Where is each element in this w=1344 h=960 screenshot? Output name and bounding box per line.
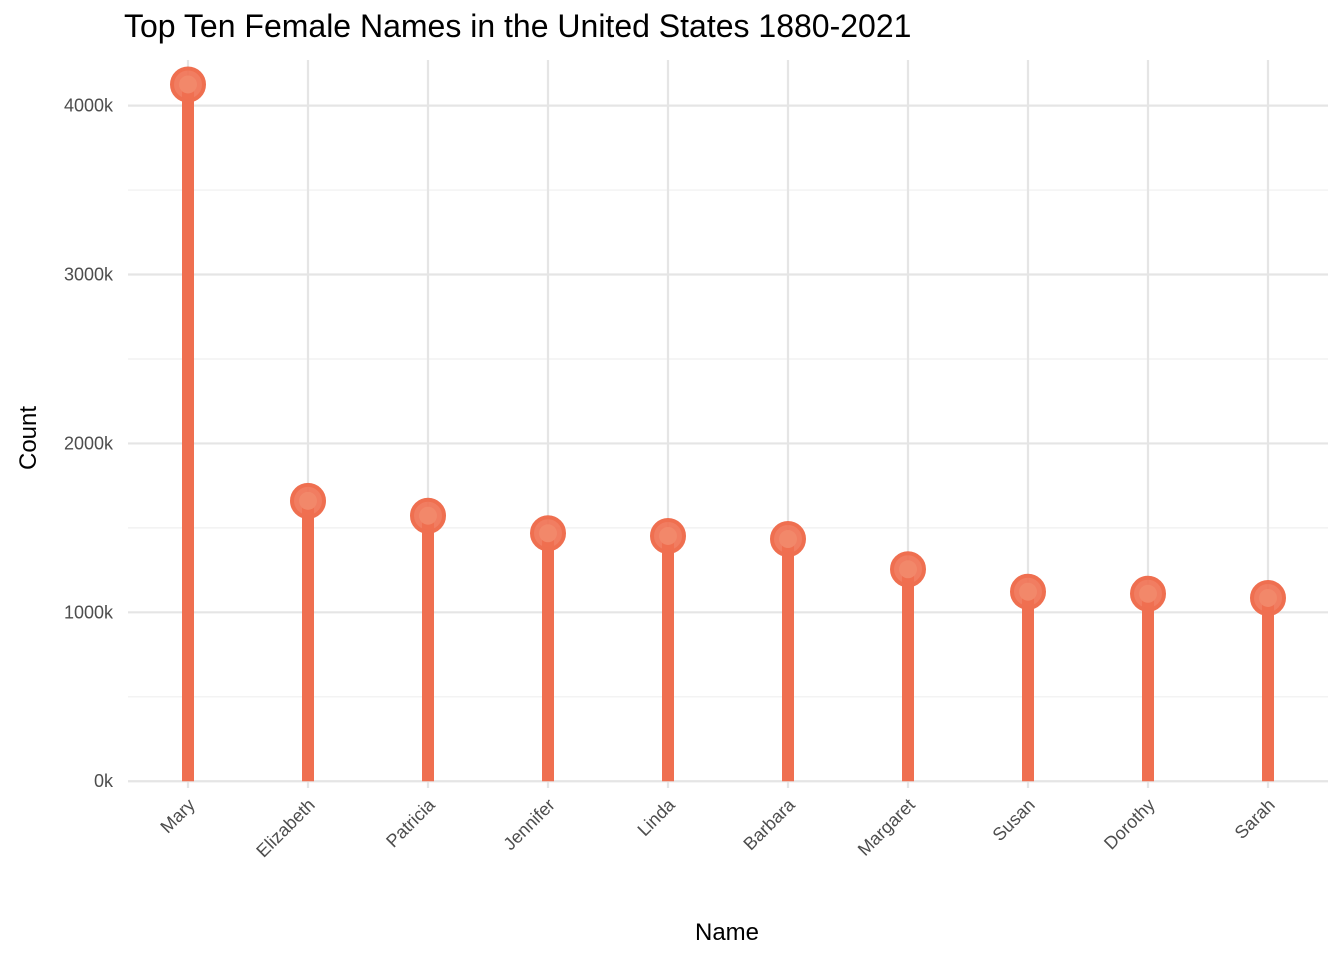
- x-tick-label: Patricia: [382, 794, 439, 851]
- lollipop-point-highlight: [779, 530, 797, 549]
- lollipop-stems: [182, 84, 1274, 782]
- y-axis-label: Count: [15, 406, 42, 470]
- lollipop-points: [170, 66, 1286, 616]
- x-tick-label: Elizabeth: [252, 795, 319, 862]
- y-tick-label: 0k: [94, 771, 114, 791]
- y-tick-label: 1000k: [64, 602, 114, 622]
- y-tick-label: 2000k: [64, 433, 114, 453]
- lollipop-point-highlight: [1019, 582, 1037, 601]
- lollipop-point-highlight: [299, 491, 317, 510]
- x-tick-label: Mary: [156, 795, 198, 837]
- lollipop-point-highlight: [899, 560, 917, 579]
- lollipop-point-highlight: [1259, 588, 1277, 607]
- x-tick-label: Barbara: [739, 794, 799, 854]
- x-axis-label: Name: [695, 919, 759, 946]
- lollipop-point-highlight: [659, 526, 677, 545]
- lollipop-point-highlight: [419, 506, 437, 525]
- y-tick-label: 3000k: [64, 265, 114, 285]
- lollipop-point-highlight: [539, 524, 557, 543]
- x-axis-ticks: Mary Elizabeth Patricia Jennifer Linda Barbar…: [156, 794, 1278, 861]
- chart-title: Top Ten Female Names in the United State…: [124, 8, 912, 44]
- x-tick-label: Sarah: [1231, 795, 1279, 843]
- y-axis-ticks: 0k 1000k 2000k 3000k 4000k: [64, 96, 114, 792]
- x-tick-label: Jennifer: [499, 795, 558, 854]
- x-tick-label: Dorothy: [1100, 795, 1159, 854]
- y-tick-label: 4000k: [64, 96, 114, 116]
- lollipop-point-highlight: [1139, 584, 1157, 603]
- x-tick-label: Margaret: [854, 795, 919, 860]
- lollipop-point-highlight: [179, 75, 197, 94]
- x-tick-label: Susan: [989, 795, 1039, 845]
- x-tick-label: Linda: [634, 794, 680, 840]
